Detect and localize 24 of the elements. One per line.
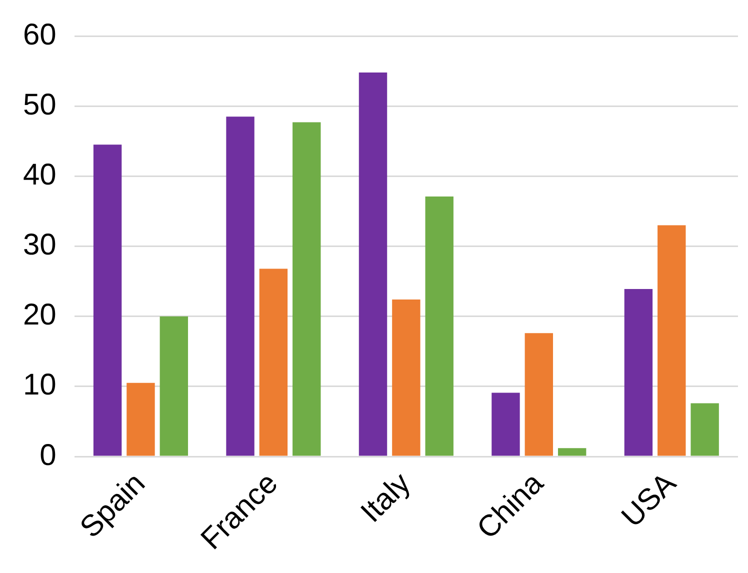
y-tick-label: 50 xyxy=(22,88,56,122)
bar xyxy=(358,72,388,456)
bar xyxy=(624,289,653,456)
y-tick-label: 40 xyxy=(22,158,56,192)
bar xyxy=(492,392,520,456)
y-tick-label: 60 xyxy=(22,18,56,52)
bar xyxy=(558,448,586,456)
bar xyxy=(425,196,454,456)
bar xyxy=(126,382,155,456)
bar xyxy=(259,268,288,456)
y-tick-label: 20 xyxy=(22,298,56,332)
x-tick-label: Italy xyxy=(354,466,417,529)
bar xyxy=(160,316,188,456)
bar xyxy=(524,333,554,456)
bar xyxy=(93,144,122,456)
y-tick-label: 10 xyxy=(22,368,56,402)
bar xyxy=(690,403,719,456)
x-tick-label: USA xyxy=(615,466,682,534)
y-tick-label: 30 xyxy=(22,228,56,262)
bar xyxy=(226,116,254,456)
bar xyxy=(292,122,321,456)
y-tick-label: 0 xyxy=(40,438,56,472)
bar xyxy=(392,300,420,456)
bar xyxy=(658,225,686,456)
